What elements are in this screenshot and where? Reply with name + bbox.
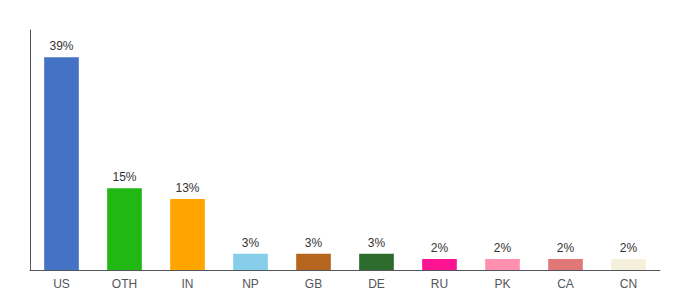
svg-text:3%: 3% [242, 236, 260, 250]
svg-text:OTH: OTH [112, 277, 137, 291]
svg-text:3%: 3% [368, 236, 386, 250]
svg-text:RU: RU [431, 277, 448, 291]
svg-text:15%: 15% [112, 170, 136, 184]
svg-text:39%: 39% [49, 39, 73, 53]
svg-text:NP: NP [242, 277, 259, 291]
svg-text:3%: 3% [305, 236, 323, 250]
svg-text:13%: 13% [175, 181, 199, 195]
svg-text:2%: 2% [431, 241, 449, 255]
svg-text:DE: DE [368, 277, 385, 291]
svg-text:PK: PK [494, 277, 510, 291]
svg-text:GB: GB [305, 277, 322, 291]
svg-text:US: US [53, 277, 70, 291]
svg-text:2%: 2% [620, 241, 638, 255]
svg-text:IN: IN [182, 277, 194, 291]
svg-text:2%: 2% [494, 241, 512, 255]
svg-text:CA: CA [557, 277, 574, 291]
svg-text:CN: CN [620, 277, 637, 291]
svg-text:2%: 2% [557, 241, 575, 255]
